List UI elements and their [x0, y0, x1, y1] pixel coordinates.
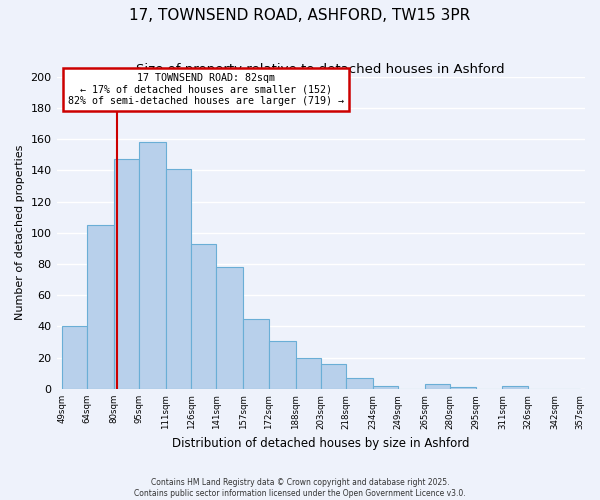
Bar: [114, 160, 139, 389]
X-axis label: Distribution of detached houses by size in Ashford: Distribution of detached houses by size …: [172, 437, 469, 450]
Title: Size of property relative to detached houses in Ashford: Size of property relative to detached ho…: [136, 62, 505, 76]
Bar: [346, 378, 373, 389]
Bar: [166, 169, 191, 389]
Bar: [62, 326, 87, 389]
Bar: [296, 358, 321, 389]
Bar: [87, 225, 114, 389]
Bar: [321, 364, 346, 389]
Bar: [139, 142, 166, 389]
Bar: [451, 388, 476, 389]
Bar: [244, 318, 269, 389]
Text: 17, TOWNSEND ROAD, ASHFORD, TW15 3PR: 17, TOWNSEND ROAD, ASHFORD, TW15 3PR: [130, 8, 470, 22]
Bar: [269, 340, 296, 389]
Bar: [373, 386, 398, 389]
Y-axis label: Number of detached properties: Number of detached properties: [15, 145, 25, 320]
Bar: [425, 384, 451, 389]
Text: 17 TOWNSEND ROAD: 82sqm
← 17% of detached houses are smaller (152)
82% of semi-d: 17 TOWNSEND ROAD: 82sqm ← 17% of detache…: [68, 72, 344, 106]
Bar: [217, 267, 244, 389]
Bar: [502, 386, 528, 389]
Text: Contains HM Land Registry data © Crown copyright and database right 2025.
Contai: Contains HM Land Registry data © Crown c…: [134, 478, 466, 498]
Bar: [191, 244, 217, 389]
